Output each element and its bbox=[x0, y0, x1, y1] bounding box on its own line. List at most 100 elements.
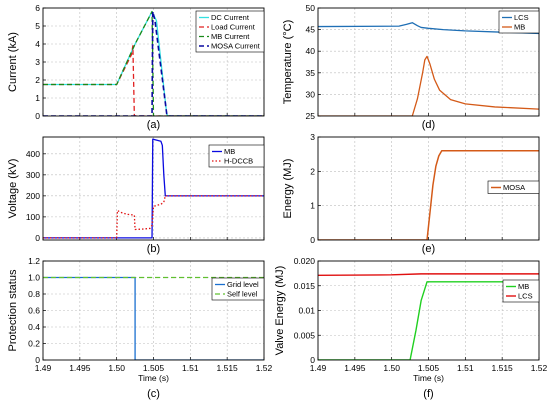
y-tick-label: 0.4 bbox=[28, 322, 40, 332]
y-tick-label: 5 bbox=[35, 21, 40, 31]
chart-panel-c: 0 0.2 0.4 0.6 0.8 1.0 1.2 1.49 1.495 1.50 1.505 1.5… bbox=[7, 256, 273, 400]
y-tick-label: 1.0 bbox=[28, 273, 40, 283]
y-tick-label: 0.020 bbox=[294, 256, 316, 266]
x-tick-label: 1.51 bbox=[182, 363, 199, 373]
axes-frame bbox=[317, 7, 540, 117]
y-tick-label: 4 bbox=[35, 39, 40, 49]
y-tick-label: 3 bbox=[35, 57, 40, 67]
legend-label: Grid level bbox=[227, 280, 259, 289]
legend: MBH-DCCB bbox=[208, 144, 265, 168]
y-tick-label: 0 bbox=[35, 111, 40, 121]
x-tick-label: 1.52 bbox=[531, 363, 548, 373]
y-tick-label: 0.6 bbox=[28, 306, 40, 316]
y-tick-label: 100 bbox=[26, 212, 40, 222]
y-axis-label: Valve Energy (MJ) bbox=[274, 266, 286, 356]
series-line-mb bbox=[318, 55, 539, 116]
series-group bbox=[318, 149, 539, 240]
series-line-grid-level bbox=[43, 276, 264, 360]
y-tick-label: 1.2 bbox=[28, 256, 40, 266]
y-tick-label: 0.8 bbox=[28, 289, 40, 299]
y-tick-label: 2 bbox=[35, 75, 40, 85]
series-line-lcs bbox=[318, 273, 539, 277]
y-axis-label: Current (kA) bbox=[7, 32, 19, 92]
panel-label: (b) bbox=[147, 243, 160, 255]
y-tick-label: 45 bbox=[306, 25, 316, 35]
axes-frame bbox=[42, 7, 265, 117]
legend-label: Self level bbox=[227, 290, 258, 299]
series-group bbox=[318, 22, 539, 116]
x-tick-label: 1.49 bbox=[35, 363, 52, 373]
y-axis-label: Protection status bbox=[7, 269, 19, 351]
y-tick-label: 6 bbox=[35, 3, 40, 13]
x-tick-label: 1.51 bbox=[457, 363, 474, 373]
y-tick-label: 0 bbox=[35, 355, 40, 365]
y-tick-label: 3 bbox=[310, 132, 315, 142]
legend-box bbox=[487, 180, 540, 194]
x-tick-label: 1.49 bbox=[310, 363, 327, 373]
x-tick-label: 1.515 bbox=[217, 363, 239, 373]
legend-box bbox=[208, 144, 265, 168]
y-tick-label: 400 bbox=[26, 149, 40, 159]
y-tick-label: 200 bbox=[26, 191, 40, 201]
y-tick-label: 25 bbox=[306, 111, 316, 121]
y-tick-label: 0.2 bbox=[28, 339, 40, 349]
legend-label: MB Current bbox=[211, 32, 250, 41]
legend-label: MB bbox=[518, 282, 529, 291]
legend-label: H-DCCB bbox=[224, 157, 253, 166]
y-axis-label: Voltage (kV) bbox=[7, 159, 19, 219]
y-tick-label: 40 bbox=[306, 46, 316, 56]
x-axis-label: Time (s) bbox=[138, 373, 169, 383]
series-group bbox=[318, 273, 539, 360]
chart-panel-e: 0 1 2 3 Energy (MJ) (e) MOSA bbox=[282, 132, 540, 255]
y-tick-label: 1 bbox=[35, 93, 40, 103]
axes-frame bbox=[42, 136, 265, 241]
legend-label: DC Current bbox=[211, 13, 250, 22]
panel-label: (d) bbox=[422, 119, 435, 131]
y-axis-label: Temperature (°C) bbox=[282, 20, 294, 104]
x-tick-label: 1.505 bbox=[143, 363, 165, 373]
legend-label: MB bbox=[224, 147, 235, 156]
y-tick-label: 50 bbox=[306, 3, 316, 13]
x-tick-label: 1.515 bbox=[492, 363, 514, 373]
legend-label: LCS bbox=[518, 292, 533, 301]
legend-label: LCS bbox=[514, 13, 529, 22]
y-tick-label: 30 bbox=[306, 89, 316, 99]
series-line-mb bbox=[318, 281, 539, 360]
chart-panel-f: 0 0.005 0.01 0.015 0.020 1.49 1.495 1.50 1.505 1.… bbox=[274, 256, 548, 400]
x-tick-label: 1.495 bbox=[344, 363, 366, 373]
chart-panel-b: 0 100 200 300 400 Voltage (kV) (b) MBH-DCCB bbox=[7, 136, 265, 255]
legend-label: MB bbox=[514, 23, 525, 32]
y-tick-label: 2 bbox=[310, 166, 315, 176]
legend: MOSA bbox=[487, 180, 540, 194]
series-group bbox=[43, 138, 264, 239]
panel-label: (f) bbox=[423, 388, 433, 400]
y-tick-label: 1 bbox=[310, 201, 315, 211]
legend-label: MOSA bbox=[503, 183, 525, 192]
y-tick-label: 0.005 bbox=[294, 330, 316, 340]
y-tick-label: 0 bbox=[35, 233, 40, 243]
x-tick-label: 1.495 bbox=[69, 363, 91, 373]
x-tick-label: 1.50 bbox=[108, 363, 125, 373]
axes-frame bbox=[317, 260, 540, 361]
series-group bbox=[43, 276, 264, 360]
axes-frame bbox=[42, 260, 265, 361]
x-tick-label: 1.52 bbox=[256, 363, 273, 373]
y-tick-label: 0.01 bbox=[298, 306, 315, 316]
x-axis-label: Time (s) bbox=[413, 373, 444, 383]
x-tick-label: 1.50 bbox=[383, 363, 400, 373]
x-tick-label: 1.505 bbox=[418, 363, 440, 373]
legend-label: Load Current bbox=[211, 23, 256, 32]
panel-label: (a) bbox=[147, 119, 160, 131]
panel-label: (c) bbox=[147, 388, 160, 400]
y-tick-label: 0 bbox=[310, 235, 315, 245]
series-line-mosa bbox=[318, 149, 539, 240]
series-line-h-dccb bbox=[43, 195, 264, 239]
series-line-lcs bbox=[318, 22, 539, 35]
y-tick-label: 0.015 bbox=[294, 281, 316, 291]
